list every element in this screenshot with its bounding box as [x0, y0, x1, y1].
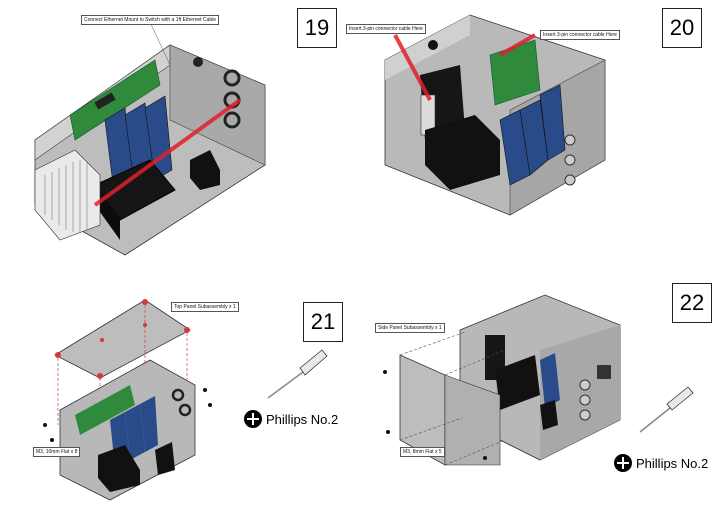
callout-screws-top: M3, 10mm Flat x 8	[33, 447, 81, 457]
callout-connector-left: Insert 3-pin connector cable Here	[346, 24, 426, 34]
enclosure-step-19	[34, 21, 266, 256]
enclosure-step-21	[43, 299, 328, 501]
callout-screws-side: M3, 8mm Flat x 5	[400, 447, 445, 457]
tool-label: Phillips No.2	[266, 411, 339, 427]
step-number-20: 20	[662, 8, 702, 48]
phillips-head-icon	[244, 410, 262, 428]
enclosure-step-22	[383, 294, 694, 466]
callout-ethernet: Connect Ethernet Mount to Switch with a …	[81, 15, 220, 25]
phillips-head-icon	[614, 454, 632, 472]
step-number-19: 19	[297, 8, 337, 48]
tool-label: Phillips No.2	[636, 455, 709, 471]
connector-highlight-left	[393, 34, 432, 101]
enclosure-step-20	[384, 14, 606, 216]
ethernet-cable-highlight	[93, 98, 242, 207]
connector-highlight-right	[499, 33, 536, 57]
step-number-22: 22	[672, 283, 712, 323]
screwdriver-icon	[267, 349, 328, 399]
tool-phillips-22: Phillips No.2	[614, 454, 708, 472]
tool-phillips-21: Phillips No.2	[244, 410, 338, 428]
top-panel	[54, 299, 191, 379]
callout-top-panel: Top Panel Subassembly x 1	[171, 302, 239, 312]
callout-connector-right: Insert 3-pin connector cable Here	[540, 30, 620, 40]
callout-side-panel: Side Panel Subassembly x 1	[375, 323, 445, 333]
step-number-21: 21	[303, 302, 343, 342]
screwdriver-icon	[639, 386, 694, 433]
